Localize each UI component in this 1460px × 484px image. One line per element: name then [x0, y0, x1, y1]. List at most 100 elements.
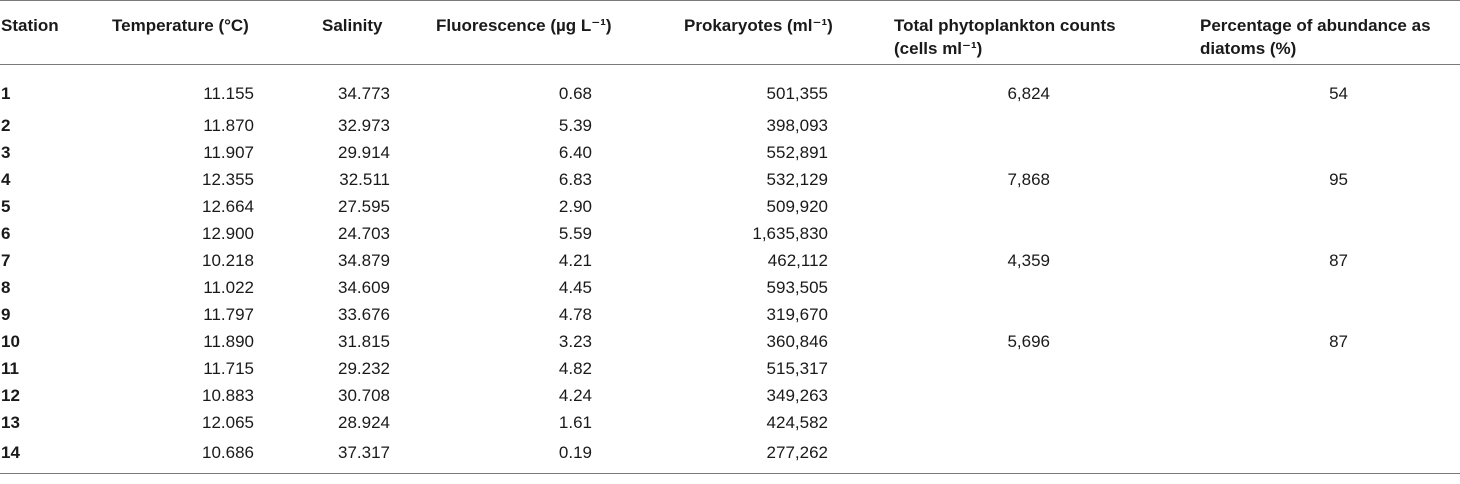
table-row: 7 10.218 34.879 4.21 462,112 4,359 87	[0, 247, 1460, 274]
cell-fluorescence: 6.40	[558, 143, 592, 162]
table-row: 12 10.883 30.708 4.24 349,263	[0, 382, 1460, 409]
table-row: 11 11.715 29.232 4.82 515,317	[0, 355, 1460, 382]
cell-salinity: 37.317	[322, 436, 436, 474]
cell-station: 6	[1, 224, 11, 243]
cell-diatom-percentage	[1200, 409, 1460, 436]
cell-prokaryotes: 552,891	[766, 143, 828, 162]
cell-prokaryotes: 319,670	[766, 305, 828, 324]
cell-salinity: 24.703	[338, 224, 390, 243]
cell-diatom-percentage	[1200, 382, 1460, 409]
cell-fluorescence: 2.90	[558, 197, 592, 216]
cell-diatom-percentage	[1200, 220, 1460, 247]
cell-phytoplankton-counts	[894, 274, 1200, 301]
cell-prokaryotes: 509,920	[766, 197, 828, 216]
cell-fluorescence: 4.21	[558, 251, 592, 270]
cell-prokaryotes: 424,582	[766, 413, 828, 432]
cell-diatom-percentage	[1200, 139, 1460, 166]
cell-salinity: 32.973	[338, 116, 390, 135]
cell-prokaryotes: 349,263	[766, 386, 828, 405]
cell-phytoplankton-counts	[894, 382, 1200, 409]
cell-station: 11	[1, 359, 19, 378]
cell-fluorescence: 1.61	[558, 413, 592, 432]
cell-prokaryotes: 532,129	[766, 170, 828, 189]
cell-diatom-percentage	[1200, 274, 1460, 301]
cell-diatom-percentage	[1200, 301, 1460, 328]
cell-salinity: 34.609	[338, 278, 390, 297]
header-fluorescence: Fluorescence (µg L⁻¹)	[436, 0, 684, 65]
cell-diatom-percentage: 87	[1329, 251, 1348, 270]
cell-diatom-percentage: 95	[1329, 170, 1348, 189]
table-row: 5 12.664 27.595 2.90 509,920	[0, 193, 1460, 220]
cell-temperature: 11.715	[203, 359, 254, 378]
cell-station: 13	[1, 413, 20, 432]
cell-prokaryotes: 462,112	[767, 251, 828, 270]
cell-phytoplankton-counts	[894, 301, 1200, 328]
cell-temperature: 12.065	[202, 413, 254, 432]
cell-temperature: 10.218	[202, 251, 254, 270]
cell-station: 7	[1, 251, 11, 270]
cell-phytoplankton-counts: 7,868	[1007, 170, 1050, 189]
table-row: 1 11.155 34.773 0.68 501,355 6,824 54	[0, 65, 1460, 113]
cell-phytoplankton-counts	[894, 112, 1200, 139]
header-row: Station Temperature (°C) Salinity Fluore…	[0, 0, 1460, 65]
cell-phytoplankton-counts	[894, 193, 1200, 220]
cell-fluorescence: 0.68	[558, 84, 592, 103]
cell-salinity: 29.914	[338, 143, 390, 162]
cell-temperature: 12.664	[202, 197, 254, 216]
header-temperature: Temperature (°C)	[112, 0, 322, 65]
cell-station: 9	[1, 305, 11, 324]
cell-phytoplankton-counts	[894, 139, 1200, 166]
cell-phytoplankton-counts	[894, 409, 1200, 436]
header-diatom-percentage: Percentage of abundance as diatoms (%)	[1200, 0, 1460, 65]
cell-temperature: 11.797	[203, 305, 254, 324]
header-salinity: Salinity	[322, 0, 436, 65]
cell-temperature: 10.883	[202, 386, 254, 405]
table-row: 8 11.022 34.609 4.45 593,505	[0, 274, 1460, 301]
table-row: 4 12.355 32.511 6.83 532,129 7,868 95	[0, 166, 1460, 193]
cell-station: 2	[1, 116, 11, 135]
table-row: 3 11.907 29.914 6.40 552,891	[0, 139, 1460, 166]
cell-fluorescence: 4.24	[558, 386, 592, 405]
cell-diatom-percentage	[1200, 355, 1460, 382]
cell-diatom-percentage: 54	[1329, 84, 1348, 103]
header-prokaryotes: Prokaryotes (ml⁻¹)	[684, 0, 894, 65]
cell-temperature: 12.355	[202, 170, 254, 189]
table-row: 2 11.870 32.973 5.39 398,093	[0, 112, 1460, 139]
cell-phytoplankton-counts	[894, 436, 1200, 474]
cell-salinity: 34.879	[338, 251, 390, 270]
cell-diatom-percentage	[1200, 112, 1460, 139]
cell-fluorescence: 5.59	[558, 224, 592, 243]
cell-salinity: 33.676	[338, 305, 390, 324]
cell-salinity: 27.595	[338, 197, 390, 216]
cell-diatom-percentage	[1200, 436, 1460, 474]
cell-phytoplankton-counts	[894, 220, 1200, 247]
header-phytoplankton-counts: Total phytoplankton counts (cells ml⁻¹)	[894, 0, 1200, 65]
cell-salinity: 30.708	[338, 386, 390, 405]
cell-diatom-percentage: 87	[1329, 332, 1348, 351]
cell-diatom-percentage	[1200, 193, 1460, 220]
cell-temperature: 12.900	[202, 224, 254, 243]
cell-prokaryotes: 501,355	[766, 84, 828, 103]
cell-station: 8	[1, 278, 11, 297]
cell-station: 10	[1, 332, 20, 351]
cell-temperature: 11.870	[203, 116, 254, 135]
cell-station: 3	[1, 143, 11, 162]
data-table: Station Temperature (°C) Salinity Fluore…	[0, 0, 1460, 474]
table-row: 9 11.797 33.676 4.78 319,670	[0, 301, 1460, 328]
cell-fluorescence: 4.78	[558, 305, 592, 324]
cell-fluorescence: 4.45	[558, 278, 592, 297]
cell-salinity: 29.232	[338, 359, 390, 378]
cell-fluorescence: 6.83	[558, 170, 592, 189]
cell-station: 1	[1, 84, 11, 103]
cell-fluorescence: 3.23	[558, 332, 592, 351]
cell-salinity: 31.815	[338, 332, 390, 351]
cell-temperature: 11.907	[203, 143, 254, 162]
cell-salinity: 34.773	[338, 84, 390, 103]
cell-phytoplankton-counts: 4,359	[1007, 251, 1050, 270]
cell-temperature: 11.890	[203, 332, 254, 351]
cell-station: 14	[0, 436, 112, 474]
cell-phytoplankton-counts	[894, 355, 1200, 382]
cell-fluorescence: 0.19	[436, 436, 684, 474]
cell-prokaryotes: 1,635,830	[752, 224, 828, 243]
cell-phytoplankton-counts: 6,824	[1007, 84, 1050, 103]
